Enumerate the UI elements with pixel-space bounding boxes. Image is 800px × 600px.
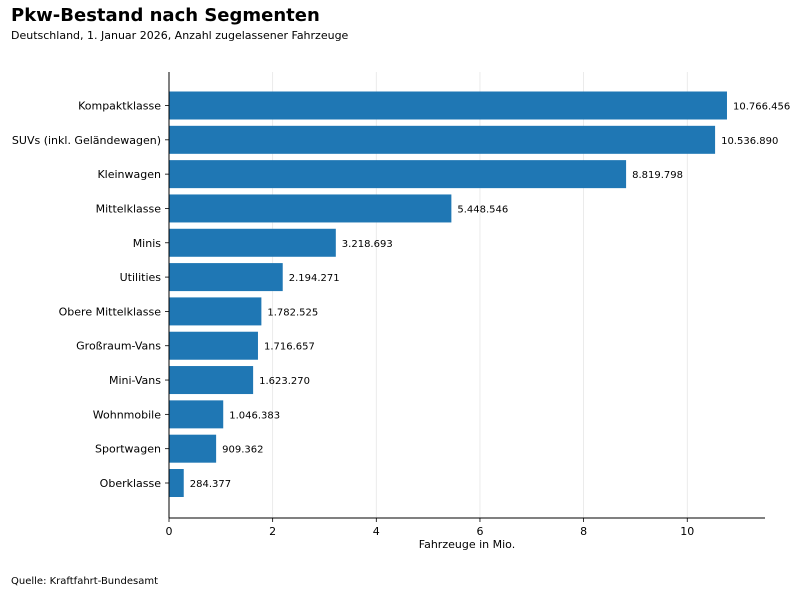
x-tick-label: 8	[580, 525, 587, 538]
x-tick-label: 4	[373, 525, 380, 538]
bar	[169, 297, 262, 326]
data-label: 1.046.383	[229, 410, 280, 421]
bar	[169, 434, 217, 463]
y-tick-label: Utilities	[120, 271, 162, 284]
data-label: 10.536.890	[721, 136, 778, 147]
bar	[169, 125, 716, 154]
x-tick-label: 10	[680, 525, 694, 538]
data-label: 1.623.270	[259, 376, 310, 387]
bar	[169, 91, 727, 120]
data-label: 284.377	[190, 479, 231, 490]
bar	[169, 366, 254, 395]
y-tick-label: Wohnmobile	[93, 408, 161, 421]
data-label: 10.766.456	[733, 102, 790, 113]
x-tick-label: 2	[269, 525, 276, 538]
data-label: 1.782.525	[267, 307, 318, 318]
bar	[169, 263, 283, 292]
bar	[169, 400, 224, 429]
data-label: 5.448.546	[457, 204, 508, 215]
y-tick-label: Mittelklasse	[96, 202, 162, 215]
y-tick-label: Mini-Vans	[109, 374, 161, 387]
source-note: Quelle: Kraftfahrt-Bundesamt	[11, 576, 158, 587]
y-tick-label: Kompaktklasse	[78, 100, 161, 113]
y-tick-label: SUVs (inkl. Geländewagen)	[12, 134, 161, 147]
bar	[169, 331, 258, 360]
y-tick-label: Sportwagen	[95, 443, 161, 456]
y-tick-label: Kleinwagen	[97, 168, 161, 181]
bar	[169, 228, 336, 257]
y-tick-label: Oberklasse	[100, 477, 162, 490]
bar	[169, 160, 627, 189]
data-label: 2.194.271	[289, 273, 340, 284]
x-tick-label: 0	[166, 525, 173, 538]
data-label: 1.716.657	[264, 342, 315, 353]
chart-subtitle: Deutschland, 1. Januar 2026, Anzahl zuge…	[11, 29, 349, 42]
y-tick-label: Minis	[133, 237, 162, 250]
bar	[169, 469, 184, 497]
chart-title: Pkw-Bestand nach Segmenten	[11, 5, 320, 26]
bar	[169, 194, 452, 223]
y-tick-label: Obere Mittelklasse	[59, 305, 162, 318]
x-axis-label: Fahrzeuge in Mio.	[419, 538, 515, 551]
x-tick-label: 6	[476, 525, 483, 538]
data-label: 909.362	[222, 445, 263, 456]
data-label: 8.819.798	[632, 170, 683, 181]
data-label: 3.218.693	[342, 239, 393, 250]
y-tick-label: Großraum-Vans	[76, 340, 161, 353]
